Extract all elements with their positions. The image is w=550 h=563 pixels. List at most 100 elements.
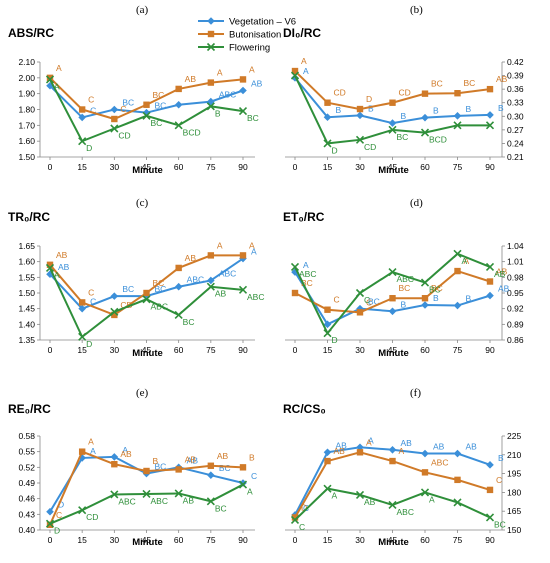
point-marker-butonisation [389, 295, 396, 302]
panel-title: TR₀/RC [8, 210, 50, 224]
point-marker-butonisation [78, 299, 86, 306]
x-tick-label: 45 [388, 535, 398, 545]
x-tick-label: 30 [355, 535, 365, 545]
point-marker-vegetation [323, 113, 332, 121]
significance-label: C [88, 95, 94, 105]
significance-label: D [366, 94, 372, 104]
significance-label: A [332, 491, 338, 501]
point-marker-flowering [110, 124, 119, 133]
point-marker-butonisation [486, 85, 494, 93]
x-tick-label: 75 [206, 162, 216, 172]
point-marker-butonisation [111, 311, 118, 319]
panel-letter: (e) [136, 387, 149, 399]
point-marker-vegetation [46, 81, 54, 90]
x-tick-label: 15 [77, 162, 87, 172]
y-tick-label: 0.58 [18, 431, 35, 441]
significance-label: BC [215, 503, 227, 513]
point-marker-flowering [45, 519, 55, 528]
x-tick-label: 30 [110, 162, 120, 172]
significance-label: AB [466, 442, 478, 452]
x-tick-label: 75 [453, 345, 463, 355]
series-line-butonisation [294, 269, 491, 314]
point-marker-vegetation [388, 119, 397, 127]
point-marker-flowering [238, 285, 248, 294]
point-marker-flowering [174, 489, 183, 498]
y-tick-label: 0.40 [18, 525, 35, 535]
x-axis-label: Minute [132, 165, 163, 176]
significance-label: A [217, 68, 223, 78]
y-tick-label: 0.42 [507, 57, 524, 67]
significance-label: AB [334, 446, 346, 456]
point-marker-butonisation [389, 99, 396, 106]
y-tick-label: 1.35 [18, 335, 35, 345]
significance-label: B [498, 453, 504, 463]
x-tick-label: 90 [238, 162, 248, 172]
x-tick-label: 0 [293, 162, 298, 172]
x-axis-label: Minute [132, 537, 163, 548]
point-marker-flowering [453, 249, 462, 258]
y-tick-label: 1.45 [18, 304, 35, 314]
point-marker-flowering [45, 75, 55, 84]
point-marker-flowering [485, 262, 495, 271]
y-tick-label: 1.80 [18, 105, 35, 115]
point-marker-vegetation [174, 282, 183, 291]
significance-label: BC [155, 462, 167, 472]
y-tick-label: 195 [507, 469, 521, 479]
x-axis-label: Minute [378, 537, 409, 548]
significance-label: AB [185, 454, 197, 464]
y-tick-label: 0.46 [18, 494, 35, 504]
significance-label: CD [118, 131, 130, 141]
significance-label: BC [155, 284, 167, 294]
legend-marker-butonisation [207, 30, 215, 38]
significance-label: BC [151, 118, 163, 128]
point-marker-flowering [206, 102, 215, 111]
x-tick-label: 75 [453, 162, 463, 172]
point-marker-flowering [142, 295, 151, 304]
significance-label: BC [153, 278, 165, 288]
point-marker-vegetation [486, 291, 494, 300]
significance-label: C [299, 522, 305, 532]
point-marker-flowering [420, 128, 430, 137]
point-marker-flowering [174, 121, 183, 130]
legend-entry-butonisation: Butonisation [229, 30, 281, 41]
significance-label: BC [494, 519, 506, 529]
significance-label: AB [494, 269, 506, 279]
significance-label: A [301, 56, 307, 66]
y-tick-label: 1.70 [18, 120, 35, 130]
x-tick-label: 60 [420, 162, 430, 172]
x-tick-label: 60 [174, 162, 184, 172]
panel-title: ABS/RC [8, 26, 54, 40]
significance-label: D [58, 500, 64, 510]
point-marker-butonisation [239, 464, 247, 471]
point-marker-vegetation [46, 507, 54, 516]
significance-label: B [433, 293, 439, 303]
significance-label: BC [247, 113, 259, 123]
point-marker-flowering [174, 310, 183, 319]
significance-label: A [464, 256, 470, 266]
chart-panel-3: (c) TR₀/RC 1.35 1.40 1.45 1.50 1.55 1.60 1.65 0 15… [8, 197, 264, 359]
significance-label: A [366, 437, 372, 447]
significance-label: ABC [397, 274, 414, 284]
point-marker-flowering [355, 288, 365, 298]
significance-label: A [462, 256, 468, 266]
significance-label: ABC [187, 275, 204, 285]
point-marker-flowering [238, 480, 248, 489]
significance-label: AB [498, 284, 510, 294]
significance-label: AB [336, 440, 348, 450]
point-marker-vegetation [421, 301, 429, 309]
significance-label: BC [397, 132, 409, 142]
y-tick-label: 0.52 [18, 462, 35, 472]
significance-label: A [249, 64, 255, 74]
y-tick-label: 0.95 [507, 288, 524, 298]
significance-label: CD [120, 300, 132, 310]
y-tick-label: 0.89 [507, 319, 524, 329]
x-tick-label: 30 [110, 535, 120, 545]
significance-label: ABC [247, 292, 264, 302]
x-tick-label: 45 [142, 162, 152, 172]
point-marker-butonisation [207, 252, 215, 259]
point-marker-butonisation [239, 76, 247, 83]
significance-label: D [332, 335, 338, 345]
point-marker-flowering [420, 488, 430, 497]
